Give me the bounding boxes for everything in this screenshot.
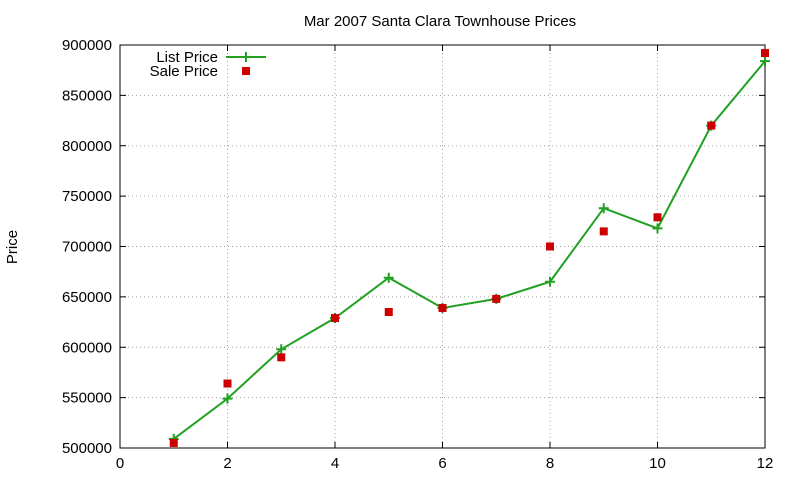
list-price-point [383,272,394,283]
sale-price-point [761,49,769,58]
y-tick-label: 650000 [62,289,112,306]
x-tick-label: 12 [757,455,774,472]
x-tick-label: 2 [223,455,231,472]
y-tick-label: 500000 [62,440,112,457]
chart-title: Mar 2007 Santa Clara Townhouse Prices [304,13,576,30]
sale-price-point [599,227,608,236]
x-tick-label: 10 [649,455,666,472]
grid [120,45,765,448]
legend-plus-marker [241,52,251,62]
legend-square-marker [242,67,250,75]
sale-price-point [492,294,501,303]
y-tick-label: 800000 [62,138,112,155]
y-axis-label: Price [4,230,21,264]
axis-ticks: 0 2 4 6 8 10 12 500000 550000 600000 650000 700000 7… [62,37,773,472]
series-list-price [168,56,770,444]
y-tick-label: 600000 [62,339,112,356]
x-tick-label: 8 [546,455,554,472]
list-price-line [173,60,766,440]
list-price-point [652,223,663,234]
list-price-point [222,393,233,404]
y-tick-label: 900000 [62,37,112,54]
x-tick-label: 6 [438,455,446,472]
list-price-point [760,56,770,67]
sale-price-point [331,314,339,323]
list-price-point [276,344,287,355]
legend-label: Sale Price [150,63,218,80]
legend-label: List Price [156,49,218,66]
sale-price-point [438,303,447,312]
y-tick-label: 550000 [62,390,112,407]
series-sale-price [169,49,769,447]
list-price-point [598,203,609,214]
x-tick-label: 4 [331,455,339,472]
series [168,49,770,447]
y-tick-label: 850000 [62,87,112,104]
sale-price-point [169,438,178,447]
sale-price-point [653,213,662,222]
y-tick-label: 700000 [62,239,112,256]
sale-price-point [546,242,554,251]
sale-price-point [384,307,393,316]
y-tick-label: 750000 [62,188,112,205]
x-tick-label: 0 [116,455,124,472]
sale-price-point [277,353,286,362]
list-price-point [545,276,555,287]
sale-price-point [707,121,716,130]
sale-price-point [223,379,232,388]
